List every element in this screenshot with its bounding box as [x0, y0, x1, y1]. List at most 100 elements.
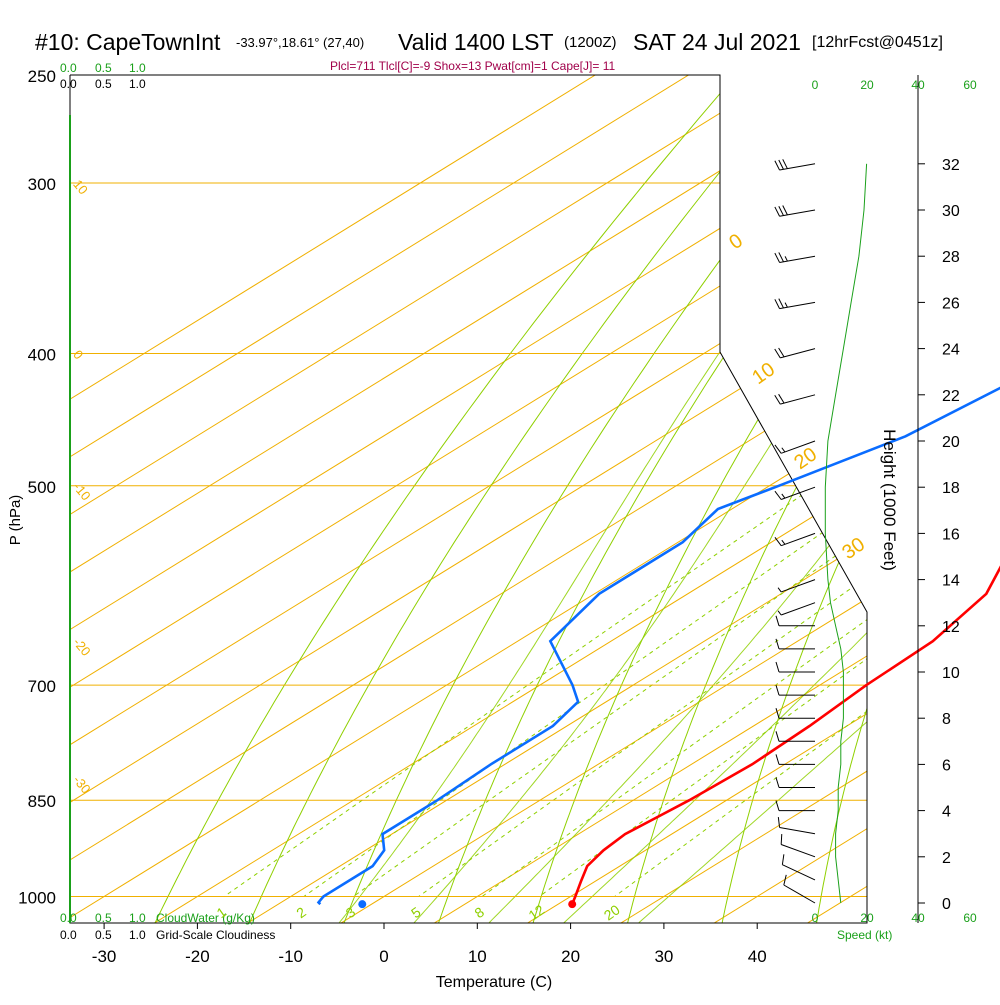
- isotherm-label-left: -30: [70, 772, 94, 796]
- height-tick-label: 32: [942, 157, 960, 174]
- speed-label: Speed (kt): [837, 928, 892, 942]
- pressure-tick-label: 700: [28, 677, 56, 696]
- cl-tick-0: 0.0: [60, 77, 77, 91]
- dry-adiabat: [532, 0, 1000, 925]
- height-tick-label: 30: [942, 203, 960, 220]
- isotherm: [199, 0, 1000, 953]
- wind-barb-staff: [781, 580, 815, 592]
- wind-barb-flag: [779, 299, 784, 308]
- pressure-tick-label: 400: [28, 346, 56, 365]
- dry-adiabat: [816, 0, 1000, 925]
- wind-barb-half: [778, 611, 781, 615]
- surface-markers: [358, 900, 576, 908]
- wind-barb-half: [778, 588, 781, 592]
- pressure-tick-label: 250: [28, 67, 56, 86]
- height-axis-label: Height (1000 Feet): [880, 429, 899, 571]
- wind-barb-staff: [784, 885, 815, 903]
- height-tick-label: 28: [942, 249, 960, 266]
- cw-tick-2: 1.0: [129, 61, 146, 75]
- wind-barb-flag: [775, 161, 780, 170]
- cw-tick-0-b: 0.0: [60, 911, 77, 925]
- height-tick-label: 4: [942, 804, 951, 821]
- dry-adiabat: [911, 0, 1000, 925]
- speed-scale-top: 0 20 40 60: [812, 78, 977, 92]
- wind-barbs: [775, 159, 815, 903]
- isobar-lines: [70, 183, 867, 896]
- height-tick-label: 10: [942, 665, 960, 682]
- cw-tick-2-b: 1.0: [129, 911, 146, 925]
- mixing-ratio-label: 12: [525, 901, 547, 923]
- isotherm: [0, 0, 809, 953]
- height-tick-label: 16: [942, 526, 960, 543]
- temperature-tick-label: 10: [468, 947, 487, 966]
- wind-barb-staff: [781, 844, 815, 856]
- chart-coords: -33.97°,18.61° (27,40): [236, 35, 364, 50]
- isotherm: [13, 0, 1000, 953]
- temperature-tick-label: -30: [92, 947, 117, 966]
- cw-tick-1-b: 0.5: [95, 911, 112, 925]
- speed-tick-bot-0: 0: [812, 911, 819, 925]
- isotherm-label-right: 10: [748, 358, 779, 389]
- mixing-ratio-label: 5: [408, 903, 424, 921]
- mixing-ratio-label: 3: [343, 903, 359, 921]
- pressure-tick-label: 500: [28, 478, 56, 497]
- cl-tick-2: 1.0: [129, 77, 146, 91]
- cloudwater-scale-top: 0.0 0.5 1.0 0.0 0.5 1.0: [60, 61, 146, 91]
- wind-barb-flag: [776, 685, 779, 695]
- height-tick-label: 20: [942, 434, 960, 451]
- height-tick-label: 24: [942, 342, 960, 359]
- pressure-tick-label: 300: [28, 175, 56, 194]
- dry-adiabat-lines: [154, 0, 1000, 925]
- wind-barb-staff: [780, 302, 815, 308]
- valid-time: Valid 1400 LST: [398, 29, 554, 55]
- height-tick-label: 22: [942, 388, 960, 405]
- wind-barb-flag: [782, 854, 784, 864]
- wind-barb-flag: [779, 348, 784, 357]
- wind-barb-flag: [775, 253, 780, 262]
- isotherm: [0, 0, 1000, 953]
- isotherm-label-left: -10: [70, 479, 94, 503]
- wind-barb-flag: [781, 834, 782, 844]
- isotherm-label-left: -20: [70, 635, 94, 659]
- wind-barb-staff: [780, 256, 815, 262]
- isotherm: [572, 0, 1000, 953]
- forecast-date: SAT 24 Jul 2021: [633, 29, 801, 55]
- isotherm: [479, 0, 1000, 953]
- wind-barb-flag: [775, 491, 781, 499]
- wind-barb-flag: [775, 207, 780, 216]
- cl-tick-1: 0.5: [95, 77, 112, 91]
- wind-barb-flag: [779, 206, 784, 215]
- cl-tick-1-b: 0.5: [95, 928, 112, 942]
- wind-barb-half: [785, 303, 787, 308]
- wind-barb-staff: [781, 533, 815, 545]
- height-tick-label: 0: [942, 896, 951, 913]
- x-axis-label: Temperature (C): [436, 974, 552, 991]
- wind-barb-staff: [780, 395, 815, 404]
- temperature-line: [572, 121, 1000, 905]
- wind-barb-flag: [776, 731, 779, 741]
- wind-barb-flag: [775, 299, 780, 308]
- speed-tick-top-3: 60: [963, 78, 977, 92]
- sounding-indices: Plcl=711 Tlcl[C]=-9 Shox=13 Pwat[cm]=1 C…: [330, 59, 615, 73]
- wind-barb-staff: [780, 210, 815, 216]
- isotherm-label-right: 30: [838, 533, 869, 564]
- mixing-ratio-line: [482, 354, 1000, 897]
- wind-barb-staff: [780, 164, 815, 170]
- temperature-tick-label: 30: [654, 947, 673, 966]
- height-tick-label: 2: [942, 850, 951, 867]
- mixing-ratio-label: 8: [471, 903, 487, 921]
- moist-adiabat: [486, 0, 1000, 925]
- mixing-ratio-label: 2: [293, 903, 309, 921]
- isotherm-label-left: 10: [70, 177, 91, 198]
- pressure-tick-label: 850: [28, 792, 56, 811]
- y-axis-label: P (hPa): [7, 495, 24, 546]
- wind-barb-flag: [776, 662, 779, 672]
- height-tick-label: 6: [942, 757, 951, 774]
- wind-barb-flag: [776, 801, 779, 811]
- temperature-tick-label: 20: [561, 947, 580, 966]
- temperature-tick-label: 0: [379, 947, 388, 966]
- mixing-ratio-line: [419, 354, 1000, 897]
